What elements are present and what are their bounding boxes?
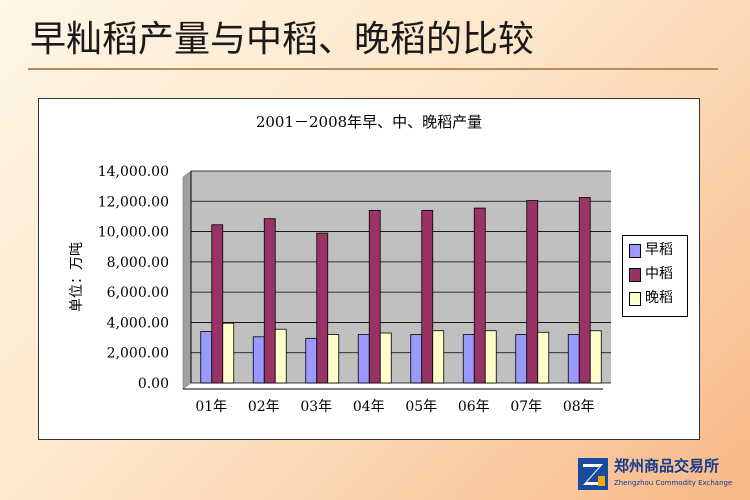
x-tick-label: 01年 <box>195 399 227 415</box>
legend-swatch <box>629 244 641 258</box>
bar <box>357 334 370 384</box>
x-tick-label: 04年 <box>353 399 385 415</box>
legend-item-early: 早稻 <box>629 240 685 260</box>
bar <box>222 322 235 384</box>
bar <box>589 330 602 384</box>
bar <box>252 336 265 384</box>
y-tick-label: 14,000.00 <box>98 164 169 180</box>
bar <box>484 330 497 384</box>
bar <box>410 334 423 384</box>
bar <box>327 334 340 384</box>
bar <box>274 328 287 384</box>
x-tick-label: 06年 <box>458 399 490 415</box>
x-tick-label: 05年 <box>405 399 437 415</box>
bar <box>473 207 486 384</box>
y-tick-label: 12,000.00 <box>98 194 169 210</box>
exchange-logo-icon <box>578 458 608 490</box>
bar <box>537 331 550 384</box>
bar <box>578 197 591 384</box>
exchange-logo: 郑州商品交易所 Zhengzhou Commodity Exchange <box>578 456 748 496</box>
x-tick-label: 08年 <box>563 399 595 415</box>
legend-item-middle: 中稻 <box>629 264 685 284</box>
bar <box>316 232 329 384</box>
bar <box>432 330 445 384</box>
legend-item-late: 晚稻 <box>629 288 685 308</box>
y-axis-label: 单位：万吨 <box>69 242 85 312</box>
legend-label: 中稻 <box>645 266 673 282</box>
y-tick-label: 2,000.00 <box>107 346 169 362</box>
x-tick-label: 03年 <box>300 399 332 415</box>
x-tick-label: 02年 <box>248 399 280 415</box>
legend-swatch <box>629 292 641 306</box>
plot-side-wall <box>182 170 192 390</box>
y-tick-label: 0.00 <box>138 376 169 392</box>
bar <box>200 331 213 384</box>
bar <box>368 209 381 384</box>
exchange-english-name: Zhengzhou Commodity Exchange <box>614 479 733 487</box>
bar <box>263 218 276 384</box>
title-divider <box>28 68 718 70</box>
y-tick-label: 4,000.00 <box>107 315 169 331</box>
legend-label: 晚稻 <box>645 290 673 306</box>
y-tick-label: 8,000.00 <box>107 255 169 271</box>
bar <box>567 334 580 384</box>
bar <box>515 334 528 384</box>
y-tick-label: 6,000.00 <box>107 285 169 301</box>
bar <box>305 337 318 384</box>
chart-title: 2001－2008年早、中、晚稻产量 <box>255 113 483 131</box>
bar <box>211 224 224 384</box>
legend-swatch <box>629 268 641 282</box>
bar <box>462 334 475 384</box>
bar <box>526 200 539 384</box>
x-tick-label: 07年 <box>510 399 542 415</box>
chart-container: 2001－2008年早、中、晚稻产量 0.00 2,000.00 4,000.00 6… <box>38 98 700 440</box>
slide-title: 早籼稻产量与中稻、晚稻的比较 <box>30 19 535 60</box>
y-tick-label: 10,000.00 <box>98 225 169 241</box>
bar-chart: 0.00 2,000.00 4,000.00 6,000.00 8,000.00 10,0… <box>69 164 611 415</box>
bar <box>421 209 434 384</box>
legend-label: 早稻 <box>645 242 673 258</box>
exchange-name: 郑州商品交易所 <box>614 457 720 475</box>
chart-legend: 早稻 中稻 晚稻 <box>622 235 688 317</box>
bar <box>379 332 392 384</box>
